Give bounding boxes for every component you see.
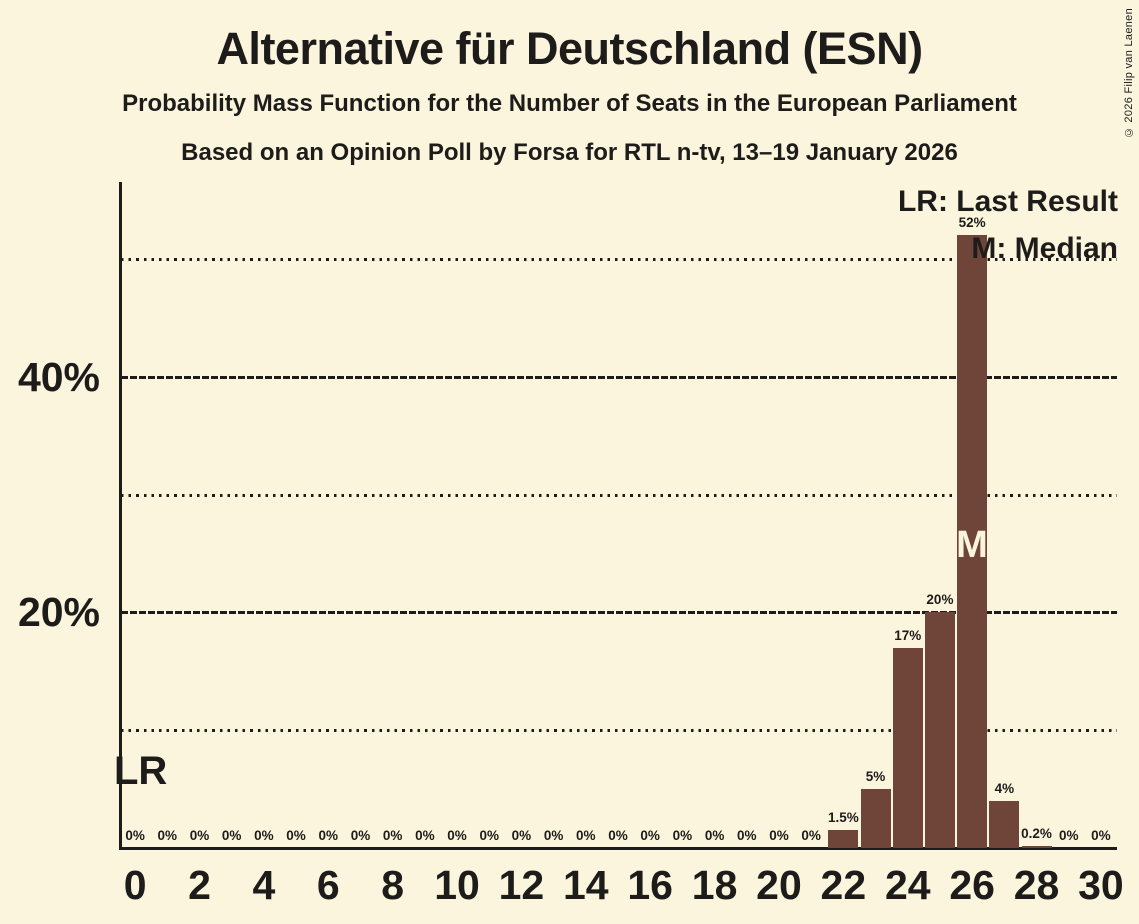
x-axis-tick-label-28: 28 xyxy=(1013,862,1060,908)
last-result-marker-label: LR xyxy=(114,749,168,793)
x-axis-tick-label-18: 18 xyxy=(691,862,738,908)
bar-value-label-seat-10: 0% xyxy=(447,828,467,843)
bar-seat-25 xyxy=(924,612,955,848)
chart-subtitle: Probability Mass Function for the Number… xyxy=(122,90,1017,117)
chart-title: Alternative für Deutschland (ESN) xyxy=(216,23,923,74)
bar-value-label-seat-8: 0% xyxy=(382,828,403,843)
bar-value-label-seat-19: 0% xyxy=(737,828,757,843)
bar-value-label-seat-1: 0% xyxy=(157,828,178,843)
bar-seat-23 xyxy=(860,789,891,848)
bar-value-label-seat-17: 0% xyxy=(672,828,693,843)
bar-value-label-seat-15: 0% xyxy=(608,828,628,843)
bar-value-label-seat-29: 0% xyxy=(1058,828,1079,843)
legend-median: M: Median xyxy=(971,232,1118,265)
x-axis-tick-label-6: 6 xyxy=(316,862,340,908)
y-axis-tick-label-40: 40% xyxy=(17,354,100,400)
bar-value-label-seat-28: 0.2% xyxy=(1021,825,1052,841)
gridline-dashed-20pct xyxy=(121,611,1117,615)
bar-value-label-seat-22: 1.5% xyxy=(827,810,859,826)
bar-value-label-seat-12: 0% xyxy=(511,828,532,843)
bar-seat-26 xyxy=(957,235,988,848)
x-axis-tick-label-0: 0 xyxy=(123,862,147,908)
x-axis-tick-label-16: 16 xyxy=(627,862,673,908)
bar-value-label-seat-20: 0% xyxy=(769,828,789,843)
x-axis-tick-label-2: 2 xyxy=(188,862,211,908)
gridline-dashed-40pct xyxy=(121,375,1117,379)
bar-value-label-seat-5: 0% xyxy=(286,828,306,843)
gridline-dotted-50pct xyxy=(121,258,1117,261)
x-axis-tick-label-22: 22 xyxy=(820,862,867,908)
bar-seat-28 xyxy=(1021,845,1052,848)
bar-value-label-seat-30: 0% xyxy=(1091,828,1111,843)
bar-value-label-seat-2: 0% xyxy=(189,828,210,843)
bar-value-label-seat-13: 0% xyxy=(543,828,564,843)
median-marker-label: M xyxy=(956,524,988,566)
bar-value-label-seat-16: 0% xyxy=(640,828,660,843)
legend-last-result: LR: Last Result xyxy=(897,185,1118,218)
bar-seat-24 xyxy=(892,647,923,848)
x-axis-tick-label-26: 26 xyxy=(949,862,995,908)
bar-value-label-seat-25: 20% xyxy=(926,592,954,608)
bar-value-label-seat-3: 0% xyxy=(221,828,242,843)
y-axis-tick-label-20: 20% xyxy=(17,589,100,635)
x-axis-tick-label-12: 12 xyxy=(498,862,545,908)
chart-source-line: Based on an Opinion Poll by Forsa for RT… xyxy=(181,139,958,166)
x-axis-tick-label-10: 10 xyxy=(434,862,480,908)
gridline-dotted-10pct xyxy=(121,729,1117,733)
x-axis-tick-label-14: 14 xyxy=(563,862,609,908)
x-axis-tick-label-4: 4 xyxy=(252,862,276,908)
bar-value-label-seat-14: 0% xyxy=(576,828,596,843)
bar-value-label-seat-11: 0% xyxy=(479,828,499,843)
x-axis-tick-label-30: 30 xyxy=(1078,862,1124,908)
copyright-note: © 2026 Filip van Laenen xyxy=(1123,8,1135,139)
bar-value-label-seat-7: 0% xyxy=(350,828,371,843)
bar-value-label-seat-18: 0% xyxy=(704,828,725,843)
gridline-dotted-30pct xyxy=(121,493,1117,497)
bar-value-label-seat-23: 5% xyxy=(865,769,886,785)
bar-value-label-seat-21: 0% xyxy=(801,828,821,843)
x-axis-line xyxy=(119,847,1117,850)
bar-seat-22 xyxy=(828,830,859,848)
y-axis-line xyxy=(119,182,122,850)
x-axis-tick-label-24: 24 xyxy=(884,862,931,908)
bar-value-label-seat-4: 0% xyxy=(254,828,274,843)
x-axis-tick-label-20: 20 xyxy=(756,862,802,908)
bar-value-label-seat-24: 17% xyxy=(894,627,922,643)
bar-value-label-seat-26: 52% xyxy=(958,215,986,231)
bar-seat-27 xyxy=(989,800,1020,848)
x-axis-tick-label-8: 8 xyxy=(381,862,405,908)
bar-value-label-seat-27: 4% xyxy=(994,780,1015,796)
bar-value-label-seat-9: 0% xyxy=(415,828,435,843)
bar-value-label-seat-0: 0% xyxy=(125,828,145,843)
bar-value-label-seat-6: 0% xyxy=(318,828,338,843)
